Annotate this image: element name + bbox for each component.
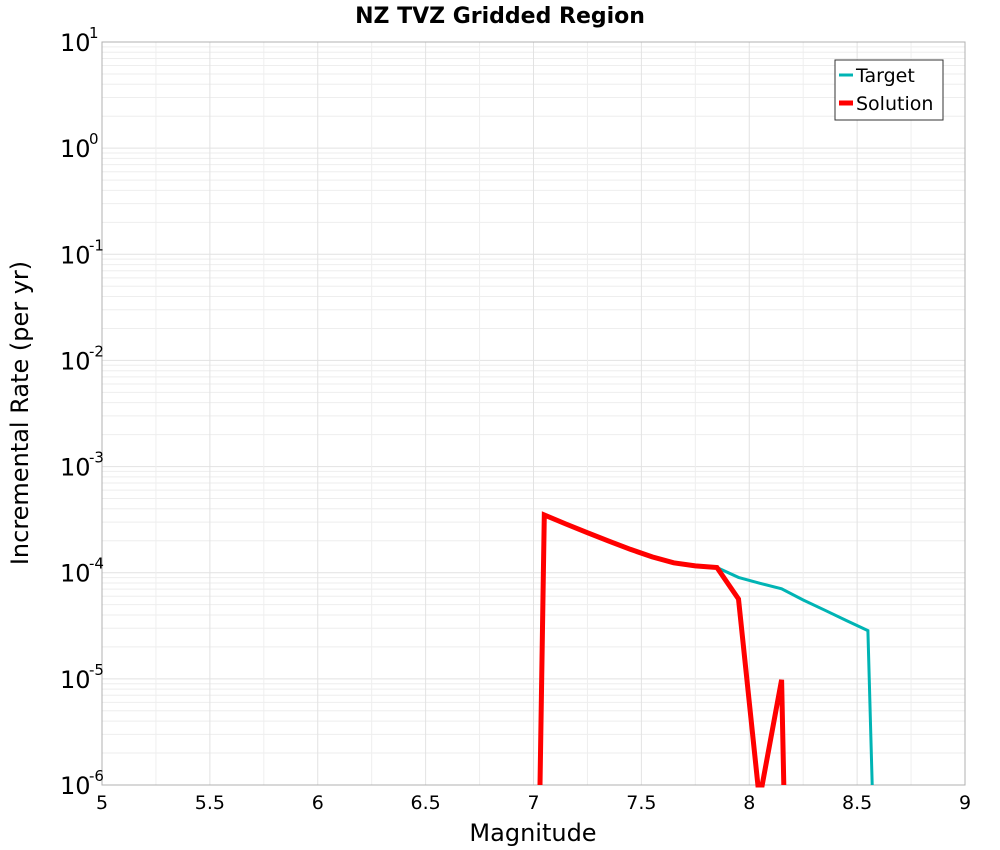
y-tick-exponent: 0	[89, 130, 99, 148]
y-tick-exponent: 1	[89, 24, 99, 42]
y-tick-label: 10	[60, 347, 91, 375]
y-axis-label: Incremental Rate (per yr)	[6, 261, 34, 565]
y-tick-label: 10	[60, 29, 91, 57]
x-tick-label: 5.5	[195, 792, 225, 814]
y-tick-label: 10	[60, 560, 91, 588]
plot-frame	[101, 41, 966, 786]
legend: Target Solution	[834, 59, 944, 121]
y-tick-label: 10	[60, 772, 91, 800]
chart-title: NZ TVZ Gridded Region	[355, 4, 645, 29]
grid-lines	[101, 42, 966, 786]
x-tick-label: 6.5	[411, 792, 441, 814]
x-tick-label: 6	[312, 792, 324, 814]
y-tick-exponent: -6	[89, 767, 104, 785]
series-line-solution	[537, 511, 787, 788]
legend-label-target: Target	[855, 65, 915, 87]
y-tick-exponent: -1	[89, 236, 104, 254]
y-tick-exponent: -4	[89, 555, 104, 573]
x-tick-label: 5	[96, 792, 108, 814]
y-tick-exponent: -2	[89, 342, 104, 360]
legend-label-solution: Solution	[856, 93, 933, 115]
y-tick-label: 10	[60, 454, 91, 482]
x-axis-label: Magnitude	[469, 819, 596, 847]
x-tick-label: 9	[959, 792, 971, 814]
y-tick-label: 10	[60, 135, 91, 163]
y-tick-label: 10	[60, 241, 91, 269]
x-tick-label: 8.5	[842, 792, 872, 814]
y-tick-label: 10	[60, 666, 91, 694]
y-tick-exponent: -5	[89, 661, 104, 679]
x-axis-ticks: 5 5.5 6 6.5 7 7.5 8 8.5 9	[96, 792, 971, 814]
legend-box	[834, 59, 944, 121]
x-tick-label: 8	[743, 792, 755, 814]
x-tick-label: 7	[527, 792, 539, 814]
series-layer	[537, 511, 874, 788]
y-tick-exponent: -3	[89, 449, 104, 467]
x-tick-label: 7.5	[626, 792, 656, 814]
